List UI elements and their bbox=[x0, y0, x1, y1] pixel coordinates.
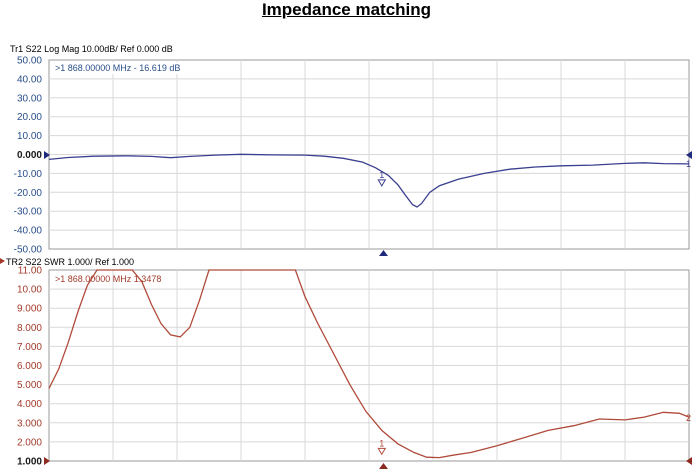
s22-swr-y-tick-label: 3.000 bbox=[17, 418, 42, 429]
s22-logmag-y-tick-label: -50.00 bbox=[14, 245, 43, 256]
s22-swr-panel: TR2 S22 SWR 1.000/ Ref 1.000 11.00 10.00 9… bbox=[0, 257, 692, 469]
s22-logmag-panel: Tr1 S22 Log Mag 10.00dB/ Ref 0.000 dB 50… bbox=[10, 44, 692, 256]
s22-logmag-y-tick-label: -20.00 bbox=[14, 188, 43, 199]
s22-logmag-ref-right-arrow bbox=[686, 151, 692, 159]
s22-logmag-marker-1: 1 bbox=[377, 170, 387, 187]
s22-logmag-marker-bottom-arrow bbox=[379, 250, 388, 256]
s22-logmag-y-tick-label: 0.000 bbox=[17, 150, 42, 161]
s22-swr-header: TR2 S22 SWR 1.000/ Ref 1.000 bbox=[6, 257, 134, 267]
s22-logmag-grid bbox=[49, 60, 689, 249]
s22-swr-y-ticks: 11.00 10.00 9.000 8.000 7.000 6.000 5.000 4.000… bbox=[17, 266, 42, 468]
s22-logmag-y-tick-label: 30.00 bbox=[17, 93, 42, 104]
s22-logmag-trace bbox=[48, 153, 690, 208]
s22-swr-header-arrow bbox=[0, 258, 5, 264]
s22-swr-y-tick-label: 11.00 bbox=[18, 266, 43, 277]
s22-swr-y-tick-label: 2.000 bbox=[17, 437, 42, 448]
s22-logmag-y-tick-label: 20.00 bbox=[17, 112, 42, 123]
s22-logmag-y-tick-label: 50.00 bbox=[17, 56, 42, 67]
s22-swr-y-tick-label: 6.000 bbox=[17, 361, 42, 372]
s22-swr-y-tick-label: 7.000 bbox=[17, 342, 42, 353]
s22-swr-marker-1: 1 bbox=[377, 438, 387, 456]
s22-swr-trace-end-label: 2 bbox=[686, 413, 691, 423]
s22-swr-marker-readout: >1 868.00000 MHz 1.3478 bbox=[55, 274, 161, 284]
s22-swr-y-tick-label: 10.00 bbox=[17, 285, 42, 296]
s22-swr-y-tick-label: 9.000 bbox=[17, 304, 42, 315]
s22-swr-y-tick-label: 8.000 bbox=[17, 323, 42, 334]
s22-swr-y-tick-label: 1.000 bbox=[17, 457, 42, 468]
s22-swr-marker-label: 1 bbox=[379, 438, 384, 448]
s22-logmag-y-tick-label: 10.00 bbox=[17, 131, 42, 142]
s22-swr-marker-triangle bbox=[377, 447, 387, 456]
s22-swr-trace bbox=[48, 269, 690, 459]
s22-swr-ref-right-arrow bbox=[686, 457, 692, 465]
s22-swr-y-tick-label: 4.000 bbox=[17, 399, 42, 410]
s22-swr-ref-left-arrow bbox=[44, 457, 50, 465]
s22-logmag-ref-left-arrow bbox=[44, 151, 50, 159]
s22-logmag-marker-triangle bbox=[377, 179, 387, 187]
s22-swr-grid bbox=[49, 270, 689, 461]
s22-logmag-readout-box bbox=[51, 62, 179, 74]
s22-swr-marker-bottom-arrow bbox=[379, 463, 388, 469]
s22-logmag-y-tick-label: -40.00 bbox=[14, 226, 43, 237]
s22-logmag-y-tick-label: 40.00 bbox=[17, 74, 42, 85]
s22-logmag-trace-end-label: 1 bbox=[686, 159, 691, 169]
s22-logmag-header: Tr1 S22 Log Mag 10.00dB/ Ref 0.000 dB bbox=[10, 44, 173, 54]
s22-logmag-y-tick-label: -30.00 bbox=[14, 207, 43, 218]
s22-logmag-y-tick-label: -10.00 bbox=[14, 169, 43, 180]
page-title: Impedance matching bbox=[261, 0, 432, 19]
s22-logmag-marker-label: 1 bbox=[379, 170, 384, 180]
s22-logmag-marker-readout: >1 868.00000 MHz - 16.619 dB bbox=[55, 63, 180, 73]
s22-logmag-y-ticks: 50.00 40.00 30.00 20.00 10.00 0.000 -10.00 -20.… bbox=[14, 56, 43, 256]
s22-swr-y-tick-label: 5.000 bbox=[17, 380, 42, 391]
